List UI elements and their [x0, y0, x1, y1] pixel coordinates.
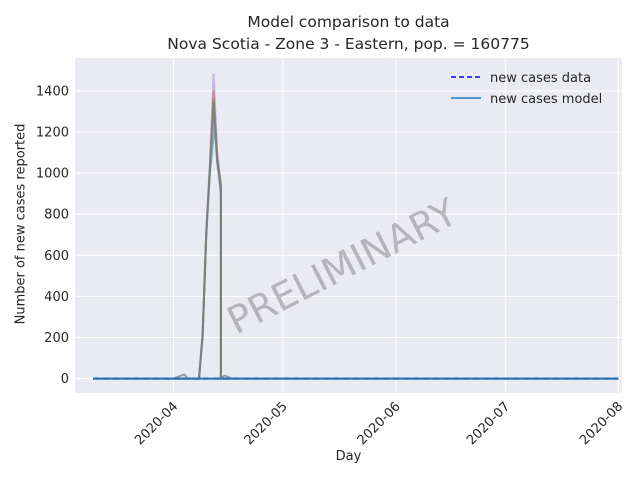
x-tick-label: 2020-07: [464, 399, 513, 448]
x-tick-label: 2020-08: [577, 399, 626, 448]
y-tick-label: 200: [44, 331, 69, 346]
y-tick-label: 600: [44, 249, 69, 264]
x-tick-labels: 2020-04 2020-05 2020-06 2020-07 2020-08: [132, 399, 626, 448]
y-tick-labels: 0 200 400 600 800 1000 1200 1400: [36, 84, 69, 387]
x-tick-label: 2020-04: [132, 399, 181, 448]
y-axis-label: Number of new cases reported: [13, 123, 29, 325]
y-tick-label: 1400: [36, 84, 69, 99]
y-tick-label: 400: [44, 290, 69, 305]
legend-data-label: new cases data: [490, 71, 591, 86]
legend: new cases data new cases model: [451, 71, 602, 107]
y-tick-label: 0: [61, 372, 69, 387]
x-tick-label: 2020-05: [242, 399, 291, 448]
y-tick-label: 800: [44, 208, 69, 223]
plot-background: [75, 58, 622, 393]
chart-subtitle: Nova Scotia - Zone 3 - Eastern, pop. = 1…: [167, 35, 530, 53]
x-axis-label: Day: [335, 449, 362, 464]
y-tick-label: 1000: [36, 167, 69, 182]
legend-model-label: new cases model: [490, 92, 602, 107]
chart-title: Model comparison to data: [247, 13, 450, 31]
grid: [75, 58, 622, 393]
x-tick-label: 2020-06: [355, 399, 404, 448]
y-tick-label: 1200: [36, 125, 69, 140]
